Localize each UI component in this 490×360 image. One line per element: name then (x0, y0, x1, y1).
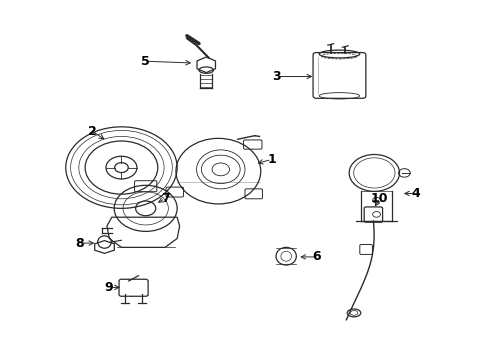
Text: 9: 9 (104, 281, 113, 294)
Text: 4: 4 (411, 187, 420, 200)
Text: 6: 6 (313, 251, 321, 264)
Text: 8: 8 (75, 237, 84, 249)
Text: 3: 3 (272, 70, 281, 83)
Text: 7: 7 (161, 192, 170, 205)
Text: 1: 1 (267, 153, 276, 166)
Text: 2: 2 (88, 125, 97, 138)
Text: 10: 10 (371, 192, 389, 205)
Text: 5: 5 (141, 55, 150, 68)
